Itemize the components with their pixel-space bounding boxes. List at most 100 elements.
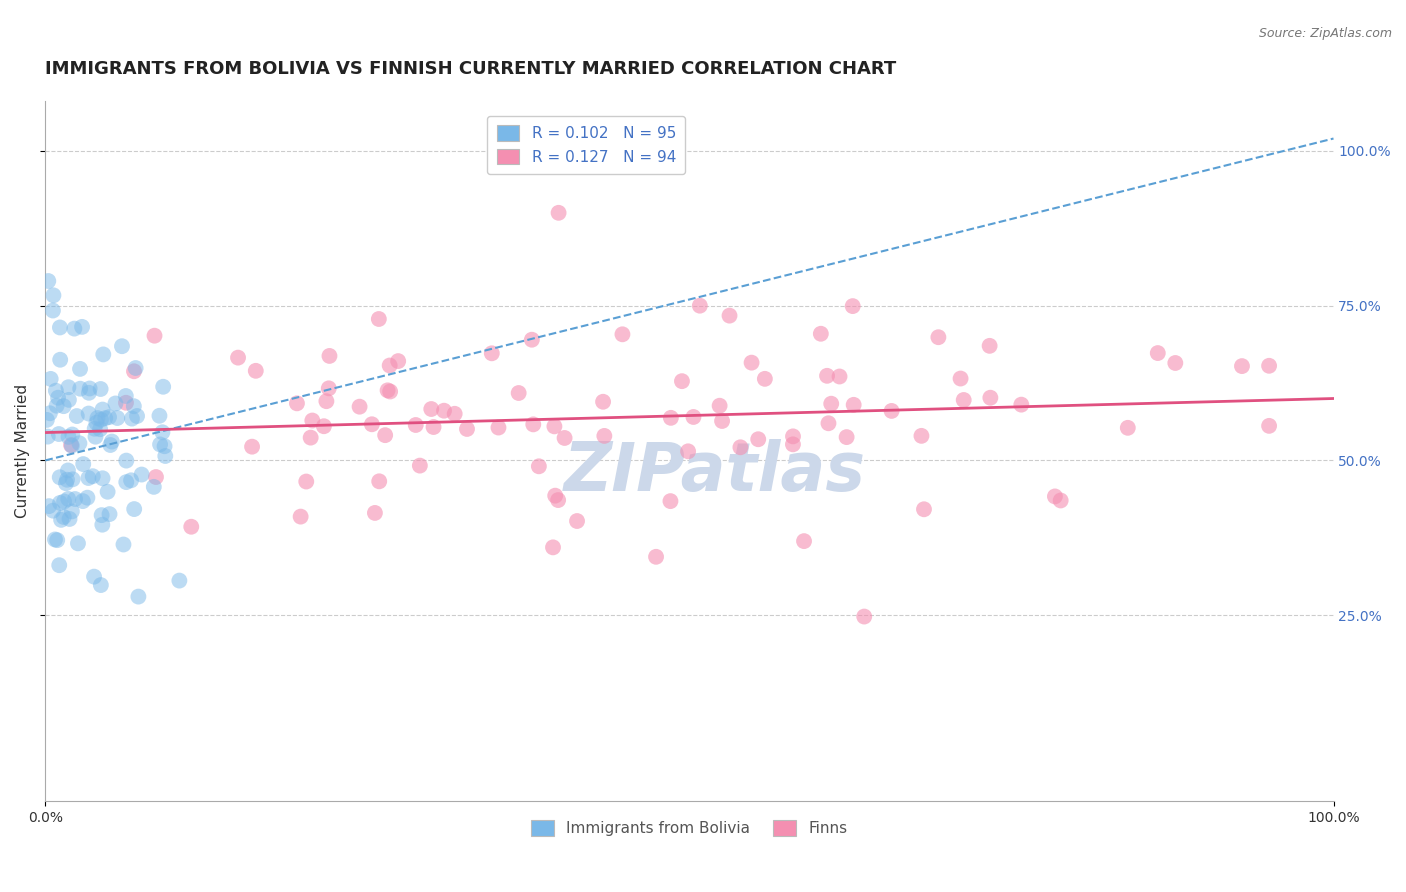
Finns: [815, 368, 838, 383]
Immigrants from Bolivia: [142, 480, 165, 494]
Immigrants from Bolivia: [72, 457, 94, 471]
Finns: [671, 374, 693, 388]
Finns: [645, 549, 668, 564]
Immigrants from Bolivia: [98, 507, 121, 521]
Finns: [349, 400, 371, 414]
Finns: [364, 506, 387, 520]
Finns: [682, 409, 704, 424]
Finns: [659, 494, 682, 508]
Finns: [912, 502, 935, 516]
Finns: [880, 404, 903, 418]
Finns: [420, 402, 443, 417]
Immigrants from Bolivia: [94, 411, 117, 425]
Finns: [952, 392, 974, 407]
Immigrants from Bolivia: [48, 470, 70, 484]
Finns: [368, 475, 391, 489]
Finns: [240, 440, 263, 454]
Finns: [547, 493, 569, 508]
Finns: [295, 475, 318, 489]
Finns: [793, 534, 815, 549]
Immigrants from Bolivia: [58, 430, 80, 444]
Immigrants from Bolivia: [69, 382, 91, 396]
Immigrants from Bolivia: [77, 471, 100, 485]
Finns: [1043, 490, 1066, 504]
Immigrants from Bolivia: [60, 439, 83, 453]
Finns: [299, 431, 322, 445]
Finns: [730, 440, 752, 454]
Immigrants from Bolivia: [152, 425, 174, 440]
Finns: [115, 396, 138, 410]
Immigrants from Bolivia: [91, 402, 114, 417]
Immigrants from Bolivia: [84, 430, 107, 444]
Immigrants from Bolivia: [48, 427, 70, 442]
Text: ZIPatlas: ZIPatlas: [564, 439, 866, 505]
Immigrants from Bolivia: [127, 590, 149, 604]
Immigrants from Bolivia: [155, 449, 177, 463]
Immigrants from Bolivia: [120, 473, 142, 487]
Finns: [318, 381, 340, 395]
Immigrants from Bolivia: [91, 347, 114, 361]
Immigrants from Bolivia: [37, 274, 59, 288]
Finns: [659, 410, 682, 425]
Immigrants from Bolivia: [90, 508, 112, 522]
Finns: [828, 369, 851, 384]
Immigrants from Bolivia: [35, 413, 58, 427]
Immigrants from Bolivia: [90, 412, 112, 426]
Immigrants from Bolivia: [42, 288, 65, 302]
Immigrants from Bolivia: [38, 406, 60, 420]
Finns: [1146, 346, 1168, 360]
Immigrants from Bolivia: [52, 510, 75, 524]
Finns: [285, 396, 308, 410]
Finns: [979, 391, 1001, 405]
Finns: [689, 299, 711, 313]
Immigrants from Bolivia: [46, 391, 69, 405]
Immigrants from Bolivia: [169, 574, 191, 588]
Immigrants from Bolivia: [38, 499, 60, 513]
Immigrants from Bolivia: [58, 512, 80, 526]
Finns: [443, 407, 465, 421]
Immigrants from Bolivia: [112, 537, 135, 551]
Finns: [378, 384, 401, 399]
Immigrants from Bolivia: [152, 380, 174, 394]
Immigrants from Bolivia: [44, 533, 66, 547]
Finns: [433, 403, 456, 417]
Immigrants from Bolivia: [89, 422, 111, 436]
Finns: [782, 429, 804, 443]
Finns: [290, 509, 312, 524]
Immigrants from Bolivia: [76, 491, 98, 505]
Finns: [318, 349, 340, 363]
Immigrants from Bolivia: [72, 494, 94, 508]
Immigrants from Bolivia: [58, 392, 80, 407]
Finns: [488, 420, 510, 434]
Finns: [979, 339, 1001, 353]
Immigrants from Bolivia: [53, 494, 76, 508]
Finns: [226, 351, 249, 365]
Finns: [676, 444, 699, 458]
Finns: [782, 437, 804, 451]
Finns: [360, 417, 382, 432]
Finns: [593, 429, 616, 443]
Y-axis label: Currently Married: Currently Married: [15, 384, 30, 518]
Text: Source: ZipAtlas.com: Source: ZipAtlas.com: [1258, 27, 1392, 40]
Finns: [709, 399, 731, 413]
Immigrants from Bolivia: [148, 409, 170, 423]
Immigrants from Bolivia: [58, 380, 80, 394]
Immigrants from Bolivia: [100, 438, 122, 452]
Finns: [387, 354, 409, 368]
Immigrants from Bolivia: [62, 472, 84, 486]
Immigrants from Bolivia: [111, 339, 134, 353]
Finns: [456, 422, 478, 436]
Finns: [841, 299, 863, 313]
Immigrants from Bolivia: [115, 475, 138, 489]
Finns: [122, 364, 145, 378]
Finns: [592, 394, 614, 409]
Finns: [544, 489, 567, 503]
Immigrants from Bolivia: [42, 303, 65, 318]
Finns: [842, 398, 865, 412]
Immigrants from Bolivia: [90, 578, 112, 592]
Immigrants from Bolivia: [82, 469, 104, 483]
Immigrants from Bolivia: [69, 362, 91, 376]
Immigrants from Bolivia: [66, 536, 89, 550]
Finns: [1049, 493, 1071, 508]
Immigrants from Bolivia: [124, 361, 146, 376]
